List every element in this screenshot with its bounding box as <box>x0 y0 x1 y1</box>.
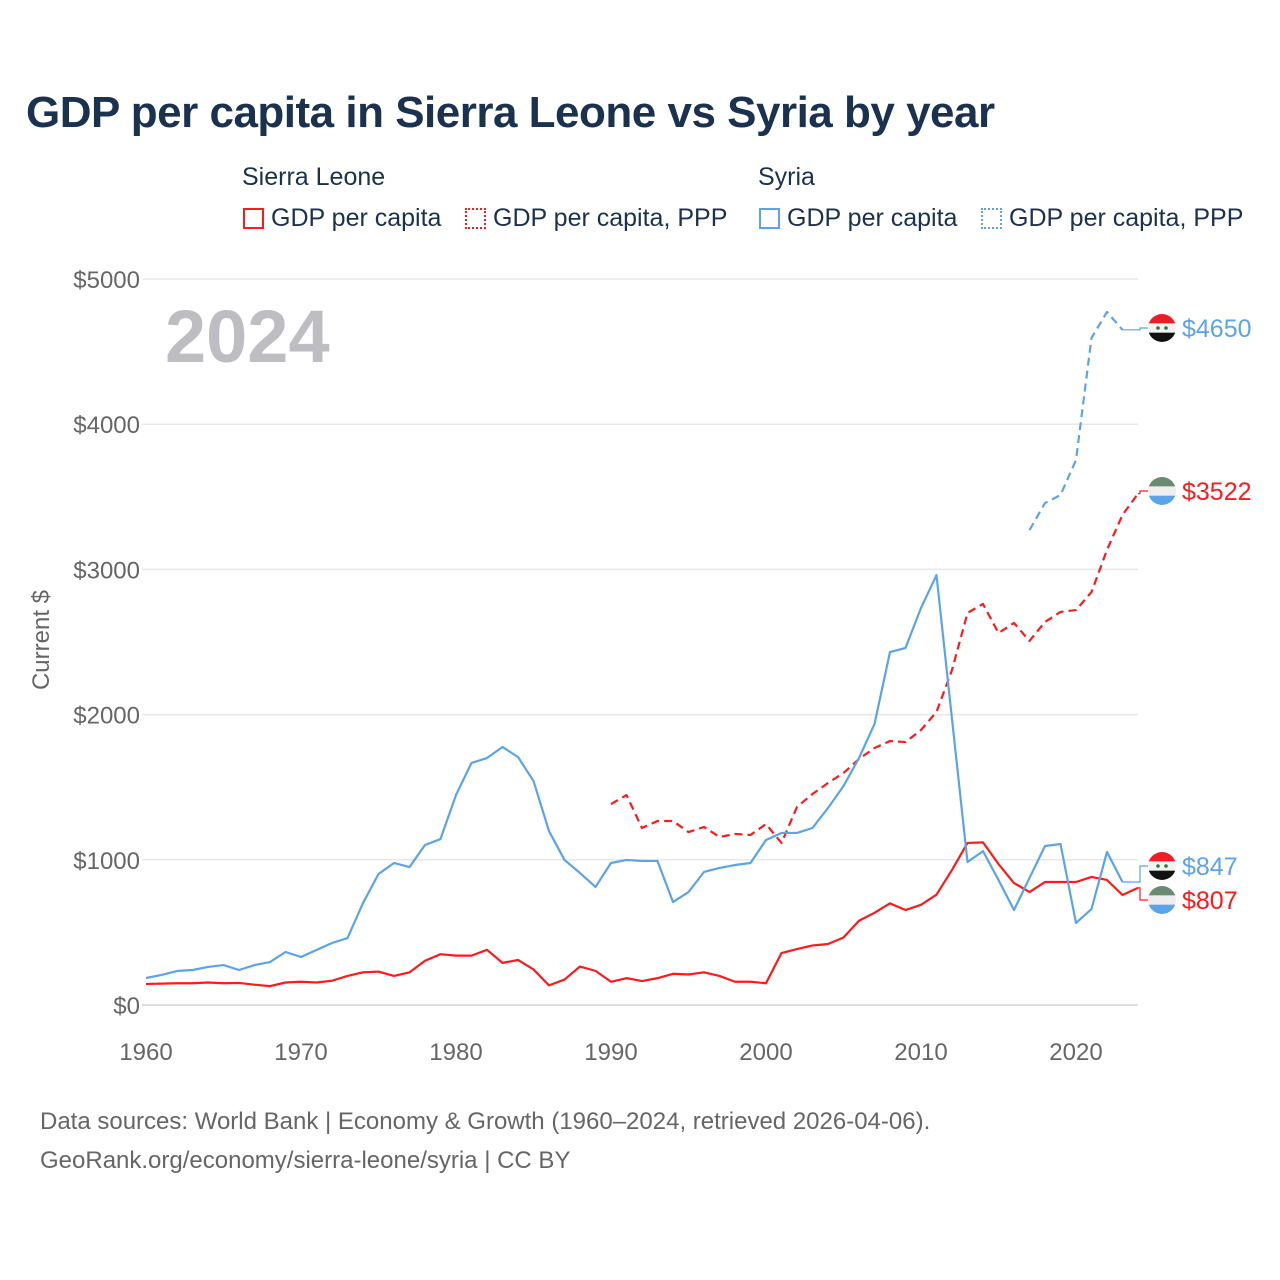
legend-label: GDP per capita, PPP <box>493 204 728 232</box>
sierra-leone-flag-icon <box>1148 477 1176 505</box>
end-label-connector <box>1138 887 1148 901</box>
legend-heading-syria: Syria <box>758 163 815 191</box>
series-line-sierra-leone-gdp-per-capita <box>145 841 1139 988</box>
syria-flag-icon <box>1148 314 1176 342</box>
end-value-label: $807 <box>1182 887 1238 915</box>
y-axis-label: Current $ <box>28 589 55 691</box>
end-value-label: $4650 <box>1182 315 1252 343</box>
end-label-connector <box>1122 327 1148 331</box>
series-line-sierra-leone-gdp-per-capita-ppp <box>610 492 1139 845</box>
x-tick-label: 2010 <box>894 1039 947 1066</box>
footer-credit: GeoRank.org/economy/sierra-leone/syria |… <box>40 1147 571 1174</box>
legend-swatch <box>981 208 1002 229</box>
legend-label: GDP per capita <box>787 204 958 232</box>
footer-sources: Data sources: World Bank | Economy & Gro… <box>40 1108 931 1135</box>
y-tick-label: $0 <box>113 993 140 1020</box>
legend-swatch <box>465 208 486 229</box>
chart-title: GDP per capita in Sierra Leone vs Syria … <box>26 88 995 137</box>
y-tick-label: $5000 <box>73 267 140 294</box>
end-value-label: $847 <box>1182 853 1238 881</box>
end-label-connector <box>1138 490 1148 495</box>
y-tick-label: $3000 <box>73 557 140 584</box>
legend-heading-sierra-leone: Sierra Leone <box>242 163 386 191</box>
legend-item-syria-gdp[interactable]: GDP per capita <box>759 204 957 233</box>
legend-swatch <box>243 208 264 229</box>
syria-flag-icon <box>1148 852 1176 880</box>
legend-label: GDP per capita <box>271 204 442 232</box>
series-line-syria-gdp-per-capita-ppp <box>1028 310 1124 531</box>
x-tick-label: 2020 <box>1049 1039 1102 1066</box>
y-tick-label: $2000 <box>73 703 140 730</box>
legend-label: GDP per capita, PPP <box>1009 204 1244 232</box>
x-tick-label: 1980 <box>429 1039 482 1066</box>
year-watermark: 2024 <box>165 295 330 378</box>
sierra-leone-flag-icon <box>1148 886 1176 914</box>
legend-item-sierra-leone-gdp-ppp[interactable]: GDP per capita, PPP <box>465 204 727 233</box>
legend-item-sierra-leone-gdp[interactable]: GDP per capita <box>243 204 441 233</box>
x-tick-label: 1990 <box>584 1039 637 1066</box>
series-line-syria-gdp-per-capita <box>145 573 1124 980</box>
x-tick-label: 1970 <box>274 1039 327 1066</box>
x-tick-label: 2000 <box>739 1039 792 1066</box>
legend-item-syria-gdp-ppp[interactable]: GDP per capita, PPP <box>981 204 1243 233</box>
y-tick-label: $1000 <box>73 848 140 875</box>
legend-swatch <box>759 208 780 229</box>
x-tick-label: 1960 <box>119 1039 172 1066</box>
y-tick-label: $4000 <box>73 412 140 439</box>
end-value-label: $3522 <box>1182 478 1252 506</box>
end-label-connector <box>1122 865 1148 883</box>
